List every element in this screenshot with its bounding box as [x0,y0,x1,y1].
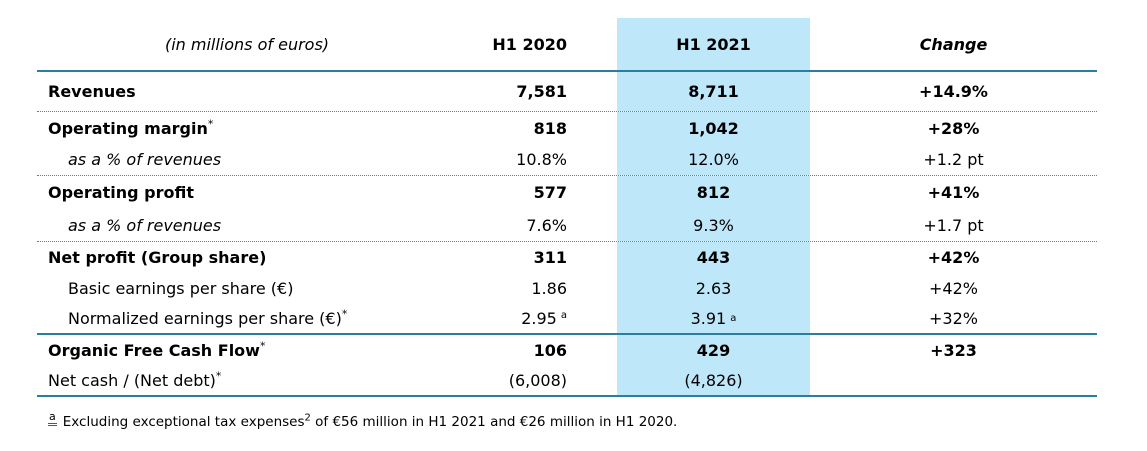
value-text: (6,008) [508,371,567,390]
metric-label-text: Basic earnings per share (€) [68,279,294,298]
change-value: +1.7 pt [923,215,984,235]
asterisk-superscript: * [215,369,222,383]
value-text: 577 [533,183,567,202]
metric-label-text: Operating profit [48,183,194,202]
value-h1-2020: 1.86 [457,279,617,298]
value-text: 10.8% [516,150,567,169]
footnote-text-end: of €56 million in H1 2021 and €26 millio… [310,414,678,430]
value-h1-2021: 812 [617,176,810,209]
value-text: 812 [696,183,731,202]
value-text: 2.63 [695,279,732,298]
change-value: +42% [927,248,980,267]
value-text: 106 [533,341,567,360]
value-text: 7,581 [516,82,567,101]
value-text: 443 [696,248,731,267]
row-basic-eps: Basic earnings per share (€) 1.86 2.63 +… [37,273,1097,304]
row-net-cash: Net cash / (Net debt)* (6,008) (4,826) [37,366,1097,397]
value-h1-2020: 2.95 a [457,309,617,328]
row-net-profit: Net profit (Group share) 311 443 +42% [37,242,1097,273]
value-text: 8,711 [688,82,739,101]
metric-label-text: as a % of revenues [68,150,222,169]
value-text: 2.95 [521,309,557,328]
value-text: 429 [696,341,731,360]
value-h1-2020: (6,008) [457,371,617,390]
value-h1-2021: 429 [617,335,810,366]
table-header-row: (in millions of euros) H1 2020 H1 2021 C… [37,18,1097,72]
change-value: +323 [930,341,977,360]
row-operating-profit-pct: as a % of revenues 7.6% 9.3% +1.7 pt [37,209,1097,242]
header-units-label: (in millions of euros) [164,34,330,54]
value-h1-2021: 1,042 [617,112,810,144]
asterisk-superscript: * [259,339,266,353]
change-value: +1.2 pt [923,150,984,169]
value-text: 1.86 [531,279,567,298]
asterisk-superscript: * [341,307,348,321]
value-text: 9.3% [693,215,734,235]
header-change: Change [919,34,988,54]
row-operating-margin-pct: as a % of revenues 10.8% 12.0% +1.2 pt [37,144,1097,176]
row-operating-profit: Operating profit 577 812 +41% [37,176,1097,209]
value-h1-2020: 818 [457,119,617,138]
metric-label: Net profit (Group share) [37,248,457,267]
change-value: +41% [927,183,980,202]
value-h1-2020: 311 [457,248,617,267]
metric-label-text: Net profit (Group share) [48,248,267,267]
metric-label: as a % of revenues [37,216,457,235]
footnote-text: Excluding exceptional tax expenses [62,414,305,430]
value-h1-2021: 2.63 [617,273,810,304]
financial-table: (in millions of euros) H1 2020 H1 2021 C… [37,18,1097,397]
value-text: 1,042 [688,118,739,138]
value-h1-2020: 10.8% [457,150,617,169]
asterisk-superscript: * [207,117,214,131]
metric-label-text: Net cash / (Net debt) [48,371,216,390]
metric-label-text: as a % of revenues [68,215,222,235]
metric-label-text: Operating margin [48,118,208,138]
row-revenues: Revenues 7,581 8,711 +14.9% [37,72,1097,112]
value-h1-2021: (4,826) [617,366,810,395]
value-text: 818 [533,118,567,138]
value-text: 3.91 [690,309,727,328]
value-h1-2020: 7,581 [457,82,617,101]
value-text: 311 [533,248,567,267]
value-h1-2021: 3.91 a [617,304,810,333]
value-h1-2021: 443 [617,242,810,273]
value-h1-2021: 9.3% [617,209,810,241]
row-organic-fcf: Organic Free Cash Flow* 106 429 +323 [37,335,1097,366]
value-h1-2020: 7.6% [457,216,617,235]
value-h1-2020: 577 [457,183,617,202]
change-value: +32% [929,309,978,328]
metric-label-text: Normalized earnings per share (€) [68,309,342,328]
header-h1-2020: H1 2020 [492,34,567,54]
value-h1-2020: 106 [457,341,617,360]
value-h1-2021: 12.0% [617,144,810,175]
metric-label: Normalized earnings per share (€)* [37,309,457,328]
value-text: 12.0% [688,150,739,169]
metric-label: Operating margin* [37,117,457,138]
metric-label: Revenues [37,82,457,101]
value-h1-2021: 8,711 [617,72,810,111]
metric-label: Basic earnings per share (€) [37,279,457,298]
footnote-a-superscript: a [560,309,567,321]
change-value: +28% [927,118,980,138]
metric-label-text: Revenues [48,82,136,101]
metric-label: Operating profit [37,183,457,202]
value-text: (4,826) [684,371,743,390]
change-value: +42% [929,279,978,298]
metric-label: Net cash / (Net debt)* [37,371,457,390]
row-operating-margin: Operating margin* 818 1,042 +28% [37,112,1097,144]
value-text: 7.6% [526,215,567,235]
footnote-anchor-a: a [48,411,57,426]
footnote: a Excluding exceptional tax expenses2 of … [48,411,677,430]
metric-label-text: Organic Free Cash Flow [48,341,260,360]
change-value: +14.9% [919,82,988,101]
metric-label: Organic Free Cash Flow* [37,341,457,360]
row-normalized-eps: Normalized earnings per share (€)* 2.95 a… [37,304,1097,335]
metric-label: as a % of revenues [37,150,457,169]
header-h1-2021-highlighted: H1 2021 [617,18,810,70]
footnote-ref-2-superscript: 2 [304,412,311,424]
